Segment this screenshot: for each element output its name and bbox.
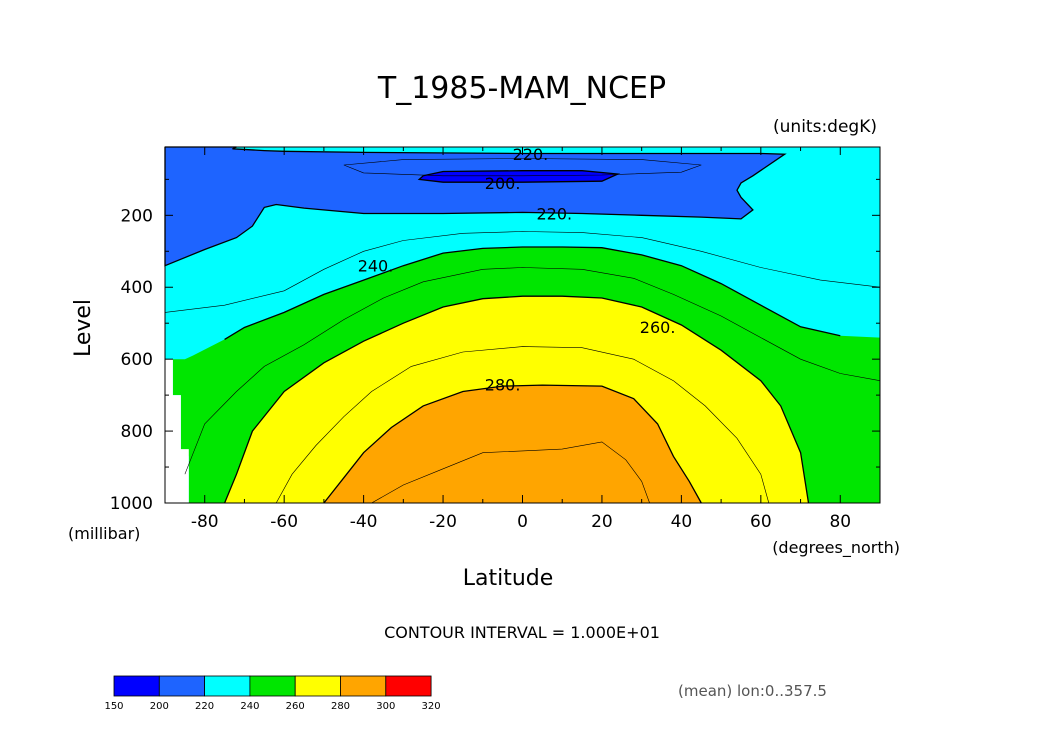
colorbar-level-label: 220 [195, 701, 214, 712]
colorbar-level-label: 280 [331, 701, 350, 712]
y-tick-label: 600 [121, 350, 153, 370]
colorbar-level-label: 200 [150, 701, 169, 712]
colorbar-swatch [385, 675, 432, 697]
y-axis: 200 400 600 800 1000 [110, 178, 880, 514]
x-tick-label: -40 [350, 512, 378, 532]
band-200-220 [165, 147, 785, 266]
contour-line-2 [224, 246, 841, 340]
colorbar-level-label: 320 [422, 701, 441, 712]
contour-labels: 220. 200. 220. 240. 260. 280. [358, 145, 676, 394]
chart-title: T_1985-MAM_NCEP [377, 71, 666, 106]
x-tick-label: 20 [591, 512, 613, 532]
contour-label: 260. [640, 318, 676, 337]
contour-line-7 [184, 267, 881, 475]
y-tick-label: 400 [121, 278, 153, 298]
contour-line-4 [323, 384, 702, 504]
contour-label: 220. [536, 205, 572, 224]
colorbar-swatch [158, 675, 206, 697]
y-tick-label: 200 [121, 206, 153, 226]
colorbar-swatch [294, 675, 341, 697]
colorbar-level-label: 300 [376, 701, 395, 712]
contour-label: 240. [358, 257, 394, 276]
x-tick-label: 0 [517, 512, 528, 532]
colorbar-level-label: 150 [104, 701, 123, 712]
filled-contours [165, 147, 880, 503]
contour-label: 200. [485, 174, 521, 193]
x-tick-label: -60 [270, 512, 298, 532]
missing-data-region [165, 359, 189, 503]
x-axis-title: Latitude [463, 566, 554, 591]
x-units-label: (degrees_north) [772, 538, 900, 558]
units-label: (units:degK) [773, 117, 877, 137]
x-tick-label: -20 [429, 512, 457, 532]
contour-line-5 [343, 158, 702, 177]
y-tick-label: 1000 [110, 494, 153, 514]
x-tick-label: 40 [671, 512, 693, 532]
contour-line-0 [164, 146, 787, 267]
colorbar-level-label: 260 [286, 701, 305, 712]
colorbar: 150 200 220 240 260 280 300 320 [104, 675, 441, 712]
colorbar-swatch [340, 675, 387, 697]
band-150-200 [419, 170, 618, 183]
colorbar-swatch [113, 675, 160, 697]
band-280-300 [323, 385, 702, 503]
colorbar-swatch [204, 675, 251, 697]
contour-lines [164, 146, 881, 504]
y-axis-title: Level [71, 299, 96, 357]
x-axis: -80 -60 -40 -20 0 20 40 60 80 [164, 147, 881, 532]
x-tick-label: 80 [829, 512, 851, 532]
y-units-label: (millibar) [68, 524, 140, 543]
contour-label: 220. [513, 145, 549, 164]
contour-line-8 [275, 346, 770, 504]
y-tick-label: 800 [121, 422, 153, 442]
contour-line-9 [371, 441, 650, 504]
contour-label: 280. [485, 375, 521, 394]
contour-line-6 [164, 231, 881, 313]
contour-line-1 [417, 170, 621, 183]
x-tick-label: -80 [191, 512, 219, 532]
x-tick-label: 60 [750, 512, 772, 532]
contour-line-3 [223, 295, 810, 504]
contour-interval-text: CONTOUR INTERVAL = 1.000E+01 [384, 623, 660, 642]
colorbar-swatch [249, 675, 296, 697]
colorbar-level-label: 240 [240, 701, 259, 712]
footnote-mean-lon: (mean) lon:0..357.5 [678, 682, 827, 700]
